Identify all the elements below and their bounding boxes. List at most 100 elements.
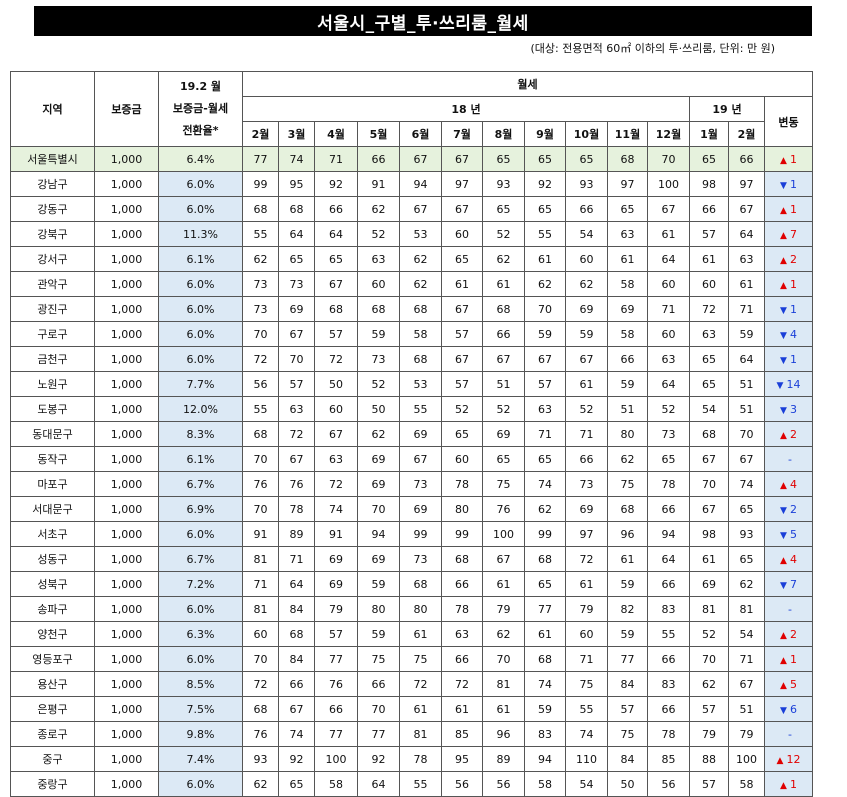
rent-cell: 74	[278, 721, 315, 747]
rent-cell: 55	[647, 621, 690, 647]
rent-cell: 61	[524, 246, 566, 272]
rent-cell: 66	[441, 646, 483, 672]
up-arrow-icon: ▲	[780, 255, 787, 266]
rent-cell: 59	[728, 321, 765, 347]
conversion-rate-cell: 6.7%	[158, 471, 243, 497]
rent-cell: 80	[607, 421, 648, 447]
rent-cell: 61	[728, 271, 765, 297]
change-value: 1	[789, 177, 797, 191]
rent-cell: 65	[524, 446, 566, 472]
rent-cell: 59	[357, 321, 400, 347]
table-row: 광진구 1,000 6.0% 73 69 68 68 68 67 68 70 69 69 71 72 71 ▼ 1	[10, 296, 813, 322]
change-cell: ▲ 4	[764, 546, 813, 572]
rent-cell: 65	[441, 246, 483, 272]
rent-cell: 97	[728, 171, 765, 197]
rent-cell: 69	[399, 421, 442, 447]
header-month: 3월	[278, 121, 315, 147]
rent-cell: 78	[647, 721, 690, 747]
table-row: 금천구 1,000 6.0% 72 70 72 73 68 67 67 67 67 66 63 65 64 ▼ 1	[10, 346, 813, 372]
rent-cell: 82	[607, 596, 648, 622]
rent-cell: 67	[647, 196, 690, 222]
conversion-rate-cell: 11.3%	[158, 221, 243, 247]
rent-cell: 74	[278, 146, 315, 172]
rent-cell: 93	[565, 171, 608, 197]
rent-cell: 93	[482, 171, 525, 197]
rent-cell: 78	[647, 471, 690, 497]
header-month: 10월	[565, 121, 608, 147]
rent-cell: 61	[399, 696, 442, 722]
rent-cell: 61	[441, 271, 483, 297]
rent-cell: 68	[689, 421, 729, 447]
rent-cell: 51	[728, 696, 765, 722]
change-value: -	[788, 602, 792, 616]
rent-cell: 52	[647, 396, 690, 422]
down-arrow-icon: ▼	[780, 505, 787, 516]
up-arrow-icon: ▲	[780, 155, 787, 166]
rent-cell: 63	[728, 246, 765, 272]
rent-cell: 67	[524, 346, 566, 372]
rent-cell: 67	[689, 446, 729, 472]
change-cell: ▲ 12	[764, 746, 813, 772]
rent-cell: 67	[482, 546, 525, 572]
table-row: 중랑구 1,000 6.0% 62 65 58 64 55 56 56 58 54 50 56 57 58 ▲ 1	[10, 771, 813, 797]
rent-cell: 97	[565, 521, 608, 547]
region-cell: 송파구	[10, 596, 95, 622]
rent-cell: 66	[647, 571, 690, 597]
rent-cell: 61	[607, 246, 648, 272]
conversion-rate-cell: 6.0%	[158, 346, 243, 372]
rent-cell: 66	[647, 496, 690, 522]
rent-cell: 72	[565, 546, 608, 572]
region-cell: 강남구	[10, 171, 95, 197]
rent-cell: 63	[357, 246, 400, 272]
rent-cell: 62	[689, 671, 729, 697]
deposit-cell: 1,000	[94, 646, 159, 672]
rent-cell: 67	[482, 346, 525, 372]
change-value: 14	[786, 377, 801, 391]
change-cell: ▲ 2	[764, 246, 813, 272]
header-change: 변동	[764, 96, 813, 147]
rent-cell: 71	[565, 646, 608, 672]
conversion-rate-cell: 7.4%	[158, 746, 243, 772]
header-month: 4월	[314, 121, 358, 147]
rent-cell: 63	[524, 396, 566, 422]
rent-cell: 51	[482, 371, 525, 397]
table-row: 양천구 1,000 6.3% 60 68 57 59 61 63 62 61 60 59 55 52 54 ▲ 2	[10, 621, 813, 647]
conversion-rate-cell: 6.0%	[158, 596, 243, 622]
rent-cell: 66	[314, 696, 358, 722]
up-arrow-icon: ▲	[780, 680, 787, 691]
rent-cell: 59	[565, 321, 608, 347]
conversion-rate-cell: 6.3%	[158, 621, 243, 647]
rent-cell: 76	[278, 471, 315, 497]
rent-cell: 83	[524, 721, 566, 747]
up-arrow-icon: ▲	[780, 480, 787, 491]
table-row: 종로구 1,000 9.8% 76 74 77 77 81 85 96 83 74 75 78 79 79-	[10, 721, 813, 747]
rent-cell: 77	[242, 146, 279, 172]
rent-cell: 70	[242, 646, 279, 672]
region-cell: 성동구	[10, 546, 95, 572]
rent-cell: 67	[728, 196, 765, 222]
rent-cell: 65	[482, 446, 525, 472]
table-row: 성동구 1,000 6.7% 81 71 69 69 73 68 67 68 72 61 64 61 65 ▲ 4	[10, 546, 813, 572]
rent-cell: 60	[242, 621, 279, 647]
rent-cell: 81	[242, 596, 279, 622]
rent-cell: 64	[647, 246, 690, 272]
rent-cell: 97	[441, 171, 483, 197]
table-row: 중구 1,000 7.4% 93 92 100 92 78 95 89 94 110 84 85 88 100…	[10, 746, 813, 772]
rent-cell: 69	[314, 571, 358, 597]
rent-cell: 72	[314, 346, 358, 372]
rent-cell: 62	[524, 496, 566, 522]
rent-cell: 66	[607, 346, 648, 372]
rent-cell: 64	[278, 221, 315, 247]
table-row: 강서구 1,000 6.1% 62 65 65 63 62 65 62 61 60 61 64 61 63 ▲ 2	[10, 246, 813, 272]
rent-cell: 83	[647, 671, 690, 697]
change-value: 2	[789, 627, 797, 641]
header-rate-line1: 19.2 월	[179, 80, 222, 93]
table-row: 관악구 1,000 6.0% 73 73 67 60 62 61 61 62 62 58 60 60 61 ▲ 1	[10, 271, 813, 297]
rent-cell: 98	[689, 521, 729, 547]
deposit-cell: 1,000	[94, 271, 159, 297]
region-cell: 광진구	[10, 296, 95, 322]
rent-cell: 67	[689, 496, 729, 522]
deposit-cell: 1,000	[94, 696, 159, 722]
rent-cell: 62	[728, 571, 765, 597]
rent-cell: 66	[728, 146, 765, 172]
